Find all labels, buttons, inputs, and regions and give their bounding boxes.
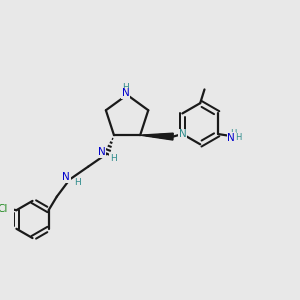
Polygon shape — [140, 133, 173, 140]
Text: H: H — [235, 133, 241, 142]
Text: N: N — [122, 88, 130, 98]
Text: H: H — [74, 178, 81, 188]
Text: N: N — [98, 147, 106, 157]
Text: N: N — [227, 133, 235, 143]
Text: H: H — [230, 129, 236, 138]
Text: N: N — [178, 129, 186, 139]
Text: H: H — [110, 154, 116, 163]
Text: N: N — [62, 172, 70, 182]
Text: Cl: Cl — [0, 204, 7, 214]
Text: H: H — [122, 83, 129, 92]
